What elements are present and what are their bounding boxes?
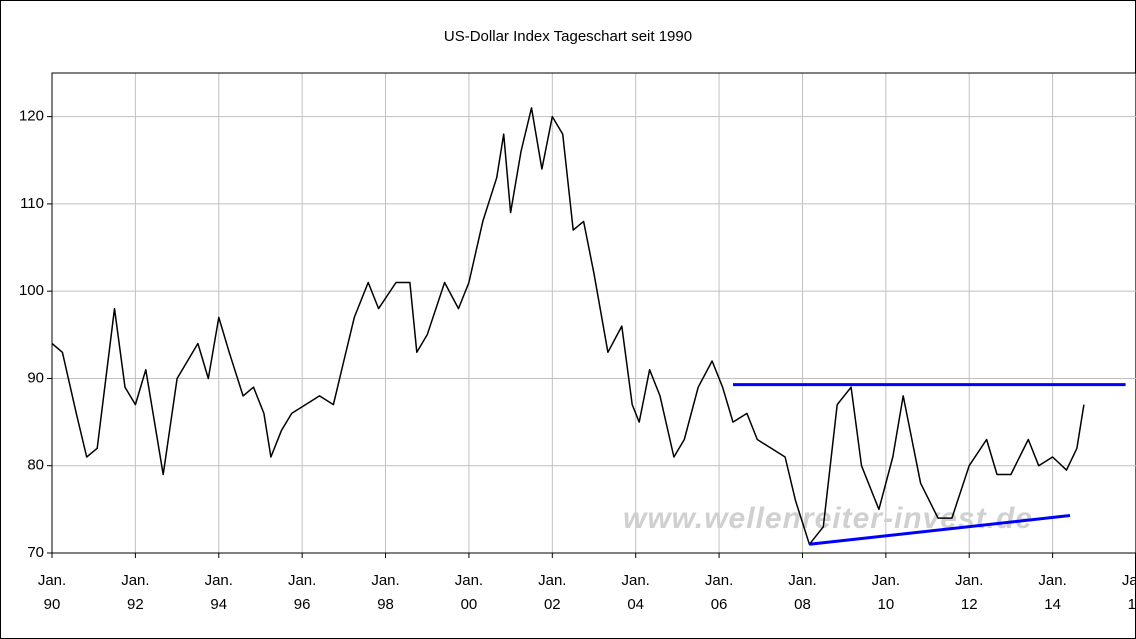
x-tick-label: 02 — [544, 596, 561, 613]
x-tick-label: Jan. — [538, 572, 566, 589]
x-tick-label: 00 — [461, 596, 478, 613]
y-tick-label: 80 — [27, 457, 44, 474]
x-tick-label: 96 — [294, 596, 311, 613]
x-tick-label: Jan. — [872, 572, 900, 589]
x-tick-label: 90 — [44, 596, 61, 613]
x-tick-label: 16 — [1128, 596, 1136, 613]
x-tick-label: 94 — [210, 596, 227, 613]
x-tick-label: 06 — [711, 596, 728, 613]
x-tick-label: Jan. — [1038, 572, 1066, 589]
x-tick-label: 98 — [377, 596, 394, 613]
y-tick-label: 70 — [27, 544, 44, 561]
y-tick-label: 90 — [27, 369, 44, 386]
chart-title: US-Dollar Index Tageschart seit 1990 — [444, 28, 692, 45]
x-tick-label: 12 — [961, 596, 978, 613]
x-tick-label: 14 — [1044, 596, 1061, 613]
x-tick-label: Jan. — [121, 572, 149, 589]
x-tick-label: 08 — [794, 596, 811, 613]
x-tick-label: Jan. — [622, 572, 650, 589]
x-tick-label: Jan. — [371, 572, 399, 589]
x-tick-label: Jan. — [955, 572, 983, 589]
y-tick-label: 110 — [20, 195, 44, 212]
x-tick-label: Jan. — [288, 572, 316, 589]
plot-frame — [51, 72, 1136, 554]
watermark: www.wellenreiter-invest.de — [623, 502, 1033, 535]
line-series — [809, 514, 1071, 546]
x-tick-label: Jan. — [455, 572, 483, 589]
y-tick-label: 100 — [19, 282, 44, 299]
line-series — [51, 107, 1085, 546]
x-tick-label: Jan. — [205, 572, 233, 589]
x-tick-label: 04 — [627, 596, 644, 613]
x-tick-label: Jan. — [1122, 572, 1136, 589]
y-tick-label: 120 — [19, 108, 44, 125]
x-tick-label: 10 — [878, 596, 895, 613]
x-tick-label: Jan. — [705, 572, 733, 589]
x-tick-label: Jan. — [788, 572, 816, 589]
x-tick-label: Jan. — [38, 572, 66, 589]
x-tick-label: 92 — [127, 596, 144, 613]
